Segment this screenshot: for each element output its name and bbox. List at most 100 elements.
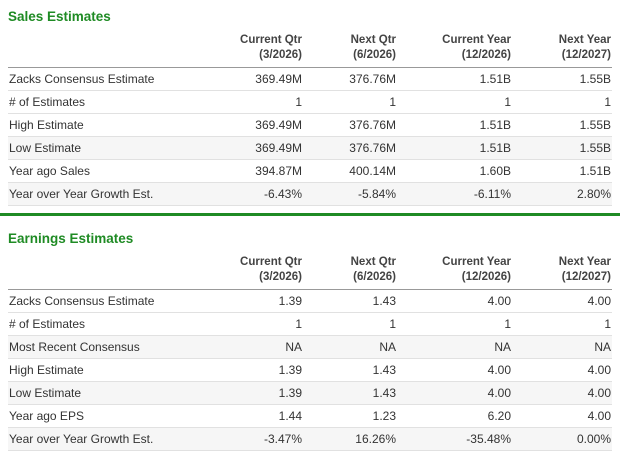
- value-cell: 1.39: [225, 289, 303, 313]
- table-row-low-estimate: Low Estimate 369.49M 376.76M 1.51B 1.55B: [8, 136, 612, 160]
- sales-estimates-table: Current Qtr (3/2026) Next Qtr (6/2026) Cur…: [8, 30, 612, 206]
- table-row-number-of-estimates: # of Estimates 1 1 1 1: [8, 90, 612, 114]
- row-label: Low Estimate: [8, 381, 225, 405]
- value-cell: 1.55B: [512, 113, 612, 137]
- table-row-year-over-year-growth: Year over Year Growth Est. -6.43% -5.84%…: [8, 182, 612, 206]
- value-cell: 4.00: [512, 289, 612, 313]
- value-cell: 1: [512, 312, 612, 336]
- empty-header-cell: [8, 30, 225, 68]
- table-row-low-estimate: Low Estimate 1.39 1.43 4.00 4.00: [8, 381, 612, 405]
- sales-estimates-title: Sales Estimates: [8, 9, 111, 24]
- row-label: Year ago Sales: [8, 159, 225, 183]
- value-cell: 4.00: [512, 358, 612, 382]
- column-header-current-qtr: Current Qtr (3/2026): [225, 30, 303, 68]
- row-label: High Estimate: [8, 113, 225, 137]
- earnings-estimates-section: Earnings Estimates Current Qtr (3/2026) N…: [0, 231, 620, 451]
- value-cell: NA: [303, 335, 397, 359]
- value-cell: -6.43%: [225, 182, 303, 206]
- column-header-period: (12/2027): [561, 48, 611, 61]
- table-row-high-estimate: High Estimate 1.39 1.43 4.00 4.00: [8, 358, 612, 382]
- column-header-next-qtr: Next Qtr (6/2026): [303, 252, 397, 290]
- column-header-period: (12/2026): [461, 270, 511, 283]
- column-header-next-year: Next Year (12/2027): [512, 252, 612, 290]
- value-cell: NA: [225, 335, 303, 359]
- value-cell: 4.00: [512, 381, 612, 405]
- value-cell: 1.39: [225, 381, 303, 405]
- row-label: # of Estimates: [8, 90, 225, 114]
- column-header-next-year: Next Year (12/2027): [512, 30, 612, 68]
- value-cell: -35.48%: [397, 427, 512, 451]
- value-cell: 1: [303, 90, 397, 114]
- value-cell: 1: [512, 90, 612, 114]
- value-cell: 369.49M: [225, 113, 303, 137]
- value-cell: 4.00: [397, 381, 512, 405]
- empty-header-cell: [8, 252, 225, 290]
- value-cell: 1.55B: [512, 67, 612, 91]
- row-label: High Estimate: [8, 358, 225, 382]
- value-cell: 376.76M: [303, 67, 397, 91]
- value-cell: NA: [397, 335, 512, 359]
- sales-header-row: Current Qtr (3/2026) Next Qtr (6/2026) Cur…: [8, 30, 612, 68]
- value-cell: 1: [397, 312, 512, 336]
- value-cell: NA: [512, 335, 612, 359]
- earnings-estimates-table: Current Qtr (3/2026) Next Qtr (6/2026) Cur…: [8, 252, 612, 451]
- value-cell: 1: [397, 90, 512, 114]
- section-divider: [0, 212, 620, 216]
- value-cell: 0.00%: [512, 427, 612, 451]
- column-header-label: Current Year: [442, 256, 511, 269]
- row-label: Most Recent Consensus: [8, 335, 225, 359]
- value-cell: 1.43: [303, 358, 397, 382]
- value-cell: 1.39: [225, 358, 303, 382]
- value-cell: 4.00: [397, 358, 512, 382]
- table-row-most-recent-consensus: Most Recent Consensus NA NA NA NA: [8, 335, 612, 359]
- value-cell: 1.55B: [512, 136, 612, 160]
- column-header-period: (3/2026): [259, 270, 302, 283]
- value-cell: -5.84%: [303, 182, 397, 206]
- column-header-next-qtr: Next Qtr (6/2026): [303, 30, 397, 68]
- value-cell: 1.60B: [397, 159, 512, 183]
- value-cell: 1: [225, 90, 303, 114]
- column-header-label: Next Year: [558, 34, 611, 47]
- row-label: Year over Year Growth Est.: [8, 427, 225, 451]
- table-row-number-of-estimates: # of Estimates 1 1 1 1: [8, 312, 612, 336]
- value-cell: 4.00: [397, 289, 512, 313]
- value-cell: 376.76M: [303, 113, 397, 137]
- value-cell: 1.43: [303, 289, 397, 313]
- column-header-period: (3/2026): [259, 48, 302, 61]
- column-header-label: Current Qtr: [240, 34, 302, 47]
- value-cell: 1.43: [303, 381, 397, 405]
- column-header-label: Next Qtr: [350, 34, 396, 47]
- column-header-period: (12/2026): [461, 48, 511, 61]
- value-cell: 1.51B: [397, 113, 512, 137]
- column-header-label: Next Year: [558, 256, 611, 269]
- earnings-header-row: Current Qtr (3/2026) Next Qtr (6/2026) Cur…: [8, 252, 612, 290]
- sales-estimates-section: Sales Estimates Current Qtr (3/2026) Next…: [0, 9, 620, 206]
- value-cell: 369.49M: [225, 67, 303, 91]
- row-label: Low Estimate: [8, 136, 225, 160]
- column-header-label: Current Qtr: [240, 256, 302, 269]
- column-header-label: Next Qtr: [350, 256, 396, 269]
- value-cell: 1.51B: [397, 67, 512, 91]
- value-cell: -3.47%: [225, 427, 303, 451]
- column-header-current-year: Current Year (12/2026): [397, 30, 512, 68]
- table-row-year-over-year-growth: Year over Year Growth Est. -3.47% 16.26%…: [8, 427, 612, 451]
- value-cell: 394.87M: [225, 159, 303, 183]
- row-label: # of Estimates: [8, 312, 225, 336]
- value-cell: 1.51B: [397, 136, 512, 160]
- column-header-period: (12/2027): [561, 270, 611, 283]
- column-header-current-qtr: Current Qtr (3/2026): [225, 252, 303, 290]
- value-cell: 16.26%: [303, 427, 397, 451]
- column-header-current-year: Current Year (12/2026): [397, 252, 512, 290]
- table-row-high-estimate: High Estimate 369.49M 376.76M 1.51B 1.55…: [8, 113, 612, 137]
- value-cell: 2.80%: [512, 182, 612, 206]
- value-cell: 1: [225, 312, 303, 336]
- row-label: Year over Year Growth Est.: [8, 182, 225, 206]
- value-cell: 376.76M: [303, 136, 397, 160]
- table-row-zacks-consensus-estimate: Zacks Consensus Estimate 369.49M 376.76M…: [8, 67, 612, 91]
- row-label: Zacks Consensus Estimate: [8, 67, 225, 91]
- value-cell: 369.49M: [225, 136, 303, 160]
- value-cell: -6.11%: [397, 182, 512, 206]
- column-header-period: (6/2026): [353, 48, 396, 61]
- value-cell: 1.51B: [512, 159, 612, 183]
- column-header-label: Current Year: [442, 34, 511, 47]
